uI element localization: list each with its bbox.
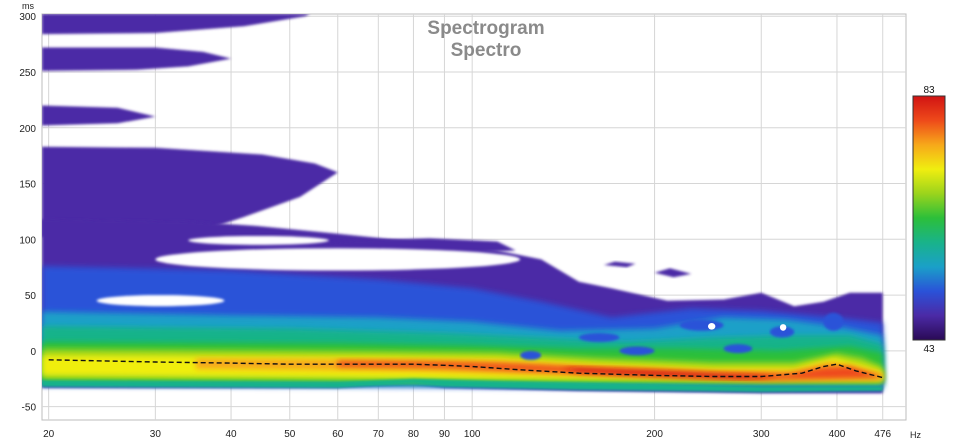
y-tick-label: 300 [19, 12, 36, 23]
heat-gap [779, 324, 787, 331]
x-tick-label: 30 [150, 429, 162, 440]
x-tick-label: 20 [43, 429, 55, 440]
heat-gap [188, 235, 329, 245]
x-tick-label: 476 [874, 429, 891, 440]
heat-mottle [619, 346, 655, 356]
x-tick-labels: 20 30 40 50 60 70 80 90 100 200 300 400 476 [43, 429, 891, 440]
x-tick-label: 60 [332, 429, 344, 440]
heat-mottle [578, 333, 620, 342]
peak-line-group [48, 359, 883, 379]
x-tick-label: 400 [829, 429, 846, 440]
heat-mottle [520, 350, 542, 360]
heat-gap [707, 322, 716, 330]
heat-mottle [823, 312, 844, 331]
y-tick-labels: -50 0 50 100 150 200 250 300 [19, 12, 36, 413]
heat-gap [96, 295, 225, 307]
x-tick-label: 50 [284, 429, 296, 440]
y-tick-label: -50 [22, 403, 37, 414]
heat-mottle [679, 319, 724, 331]
colorbar: 83 43 [912, 85, 946, 355]
y-tick-label: 100 [19, 235, 36, 246]
decay-streak [42, 47, 232, 71]
colorbar-min-label: 43 [923, 344, 935, 355]
y-axis-unit: ms [22, 1, 34, 11]
colorbar-max-label: 83 [923, 85, 935, 96]
chart-title: Spectrogram [427, 18, 544, 39]
y-tick-label: 200 [19, 124, 36, 135]
x-tick-label: 40 [225, 429, 237, 440]
heatmap-surface [42, 14, 883, 394]
chart-subtitle: Spectro [451, 40, 522, 61]
heat-gap [155, 248, 521, 271]
heat-level-lower-edge [42, 378, 883, 393]
x-tick-label: 100 [464, 429, 481, 440]
peak-line [48, 359, 883, 379]
x-tick-label: 70 [373, 429, 385, 440]
heat-level-low [654, 268, 692, 278]
y-tick-label: 150 [19, 180, 36, 191]
y-tick-label: 0 [30, 347, 36, 358]
heat-level-low [603, 261, 636, 268]
heat-mottle [769, 326, 795, 338]
decay-region [42, 146, 338, 238]
x-axis-unit: Hz [910, 430, 921, 440]
x-tick-label: 200 [646, 429, 663, 440]
decay-streak [42, 105, 156, 126]
y-tick-label: 250 [19, 68, 36, 79]
x-tick-label: 90 [439, 429, 451, 440]
heat-mottle [723, 344, 753, 354]
x-tick-label: 80 [408, 429, 420, 440]
decay-streak [42, 14, 310, 35]
x-tick-label: 300 [753, 429, 770, 440]
colorbar-scale [912, 95, 946, 341]
y-tick-label: 50 [25, 291, 37, 302]
